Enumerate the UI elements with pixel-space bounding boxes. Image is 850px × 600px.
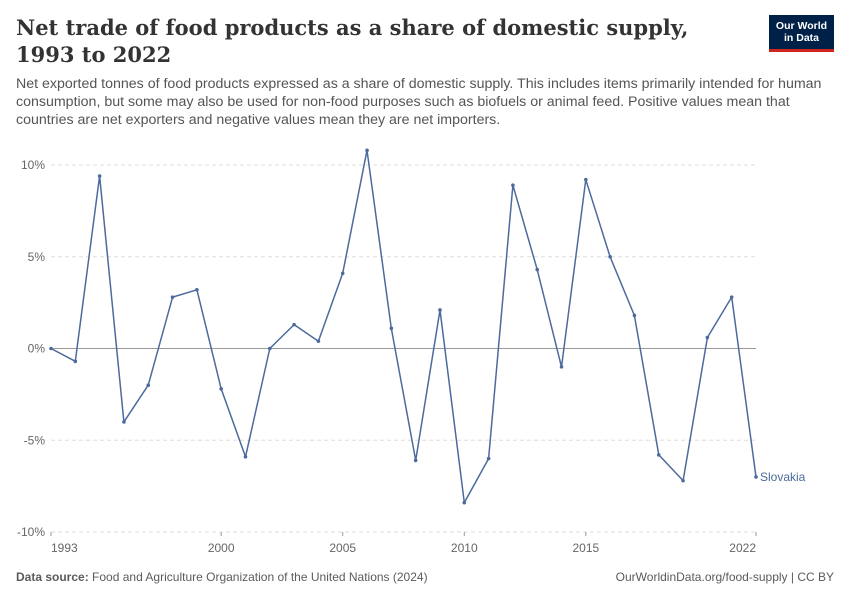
- gridlines: [51, 164, 756, 533]
- source-text: Food and Agriculture Organization of the…: [92, 570, 428, 584]
- data-point: [267, 346, 272, 351]
- data-point: [584, 177, 588, 182]
- x-tick-label: 2015: [572, 541, 599, 555]
- series-group: Slovakia: [49, 148, 806, 505]
- y-axis-ticks: -10% -5% 0% 5% 10%: [17, 158, 45, 539]
- data-point: [292, 322, 296, 327]
- data-point: [632, 313, 637, 318]
- data-point: [486, 456, 491, 461]
- chart-title: Net trade of food products as a share of…: [16, 15, 689, 67]
- data-point: [681, 478, 685, 483]
- data-point: [170, 295, 175, 299]
- data-point: [413, 458, 418, 463]
- data-point: [243, 454, 248, 459]
- x-axis-ticks: 1993 2000 2005 2010 2015 2022: [50, 532, 757, 555]
- owid-logo[interactable]: Our World in Data: [769, 15, 834, 52]
- logo-line-1: Our World: [775, 20, 828, 32]
- x-tick-label: 2000: [208, 541, 235, 555]
- data-point: [705, 335, 710, 340]
- x-tick-label: 2022: [729, 541, 756, 555]
- y-tick-label: 10%: [21, 158, 45, 172]
- source-label: Data source:: [16, 570, 89, 584]
- x-tick-label: 2005: [329, 541, 356, 555]
- data-source: Data source: Food and Agriculture Organi…: [16, 570, 428, 584]
- data-point: [73, 359, 78, 364]
- y-tick-label: 5%: [28, 250, 46, 264]
- series-line: [50, 149, 757, 504]
- y-tick-label: -5%: [24, 433, 46, 447]
- data-point: [462, 500, 467, 505]
- data-point: [511, 183, 515, 187]
- logo-accent-bar: [769, 49, 834, 52]
- data-point: [754, 475, 758, 479]
- data-point: [195, 287, 199, 292]
- data-point: [122, 420, 126, 424]
- data-point: [316, 339, 321, 343]
- data-point: [608, 254, 612, 259]
- data-point: [389, 326, 394, 331]
- series-label: Slovakia: [760, 470, 806, 484]
- data-point: [656, 453, 661, 457]
- y-tick-label: 0%: [28, 342, 46, 356]
- data-point: [49, 346, 53, 351]
- data-point: [535, 267, 540, 272]
- credit-link[interactable]: OurWorldinData.org/food-supply | CC BY: [615, 570, 834, 584]
- logo-line-2: in Data: [783, 32, 819, 44]
- data-point: [219, 387, 223, 391]
- data-point: [365, 148, 369, 153]
- y-tick-label: -10%: [17, 525, 45, 539]
- x-tick-label: 2010: [451, 541, 478, 555]
- data-point: [146, 383, 151, 388]
- data-point: [729, 295, 734, 299]
- data-point: [438, 308, 442, 312]
- data-point: [559, 365, 564, 369]
- chart-subtitle: Net exported tonnes of food products exp…: [16, 76, 822, 128]
- data-point: [340, 271, 345, 276]
- data-point: [97, 174, 102, 178]
- x-tick-label: 1993: [51, 541, 78, 555]
